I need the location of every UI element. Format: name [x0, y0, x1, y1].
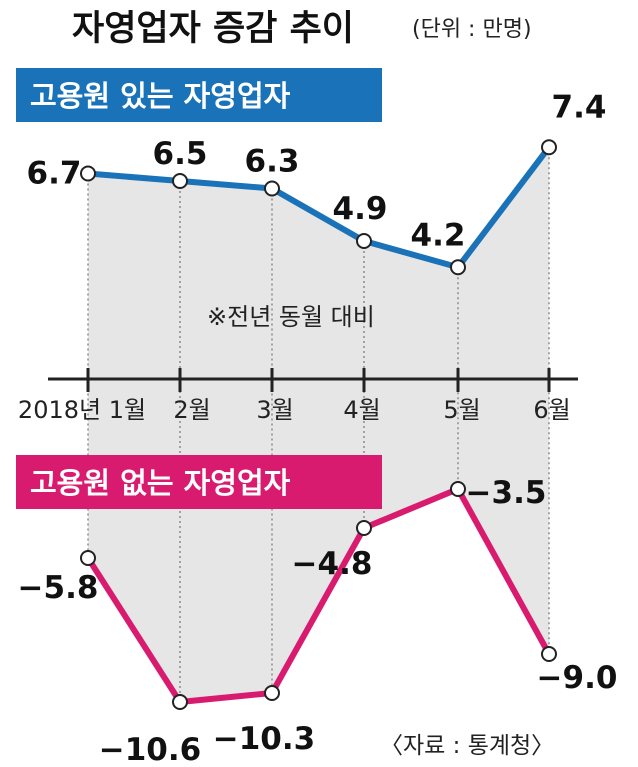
data-label-with-employees-3: 6.3 — [245, 144, 300, 180]
data-point-with-employees-1 — [80, 165, 96, 182]
data-label-with-employees-4: 4.9 — [333, 191, 388, 227]
data-point-without-employees-3 — [264, 685, 280, 701]
x-tick-label-1: 2018년 1월 — [18, 396, 146, 424]
x-tick-label-2: 2월 — [173, 396, 210, 424]
source-label: 〈자료 : 통계청〉 — [380, 733, 554, 759]
data-label-without-employees-2: −10.6 — [99, 732, 201, 767]
data-point-without-employees-5 — [450, 481, 466, 497]
series-point-layer — [80, 139, 557, 710]
x-tick-label-3: 3월 — [256, 396, 293, 424]
x-tick-label-6: 6월 — [533, 396, 570, 424]
legend-box-with-employees — [16, 68, 382, 122]
data-point-without-employees-4 — [356, 520, 372, 536]
data-point-with-employees-4 — [356, 233, 372, 249]
data-label-with-employees-1: 6.7 — [27, 156, 82, 192]
x-tick-layer: 2018년 1월 2월 3월 4월 5월 6월 — [18, 368, 571, 424]
data-label-without-employees-3: −10.3 — [213, 721, 315, 757]
x-tick-label-5: 5월 — [443, 396, 480, 424]
data-point-with-employees-5 — [450, 259, 466, 276]
legend-box-without-employees — [16, 455, 382, 509]
legend-label-with-employees: 고용원 있는 자영업자 — [30, 79, 291, 113]
difference-area — [88, 147, 549, 702]
data-label-with-employees-5: 4.2 — [411, 217, 466, 253]
data-label-without-employees-1: −5.8 — [18, 570, 99, 606]
difference-area-layer — [88, 147, 549, 702]
data-label-without-employees-6: −9.0 — [537, 660, 618, 696]
legend-label-without-employees: 고용원 없는 자영업자 — [30, 466, 291, 500]
series-line-without-employees — [85, 486, 552, 705]
data-point-without-employees-6 — [541, 646, 557, 662]
data-point-without-employees-1 — [80, 550, 96, 566]
data-point-with-employees-6 — [541, 139, 557, 156]
chart-title: 자영업자 증감 추이 — [72, 9, 354, 49]
data-label-with-employees-2: 6.5 — [153, 136, 208, 172]
data-label-with-employees-6: 7.4 — [552, 89, 607, 125]
data-point-without-employees-2 — [172, 694, 188, 710]
data-label-without-employees-4: −4.8 — [292, 546, 373, 582]
series-line-layer — [85, 145, 552, 705]
x-tick-label-4: 4월 — [343, 396, 380, 424]
unit-label: (단위 : 만명) — [412, 17, 532, 42]
data-point-with-employees-2 — [172, 173, 188, 189]
data-point-with-employees-3 — [264, 180, 280, 197]
series-line-with-employees — [87, 145, 552, 271]
data-label-without-employees-5: −3.5 — [466, 475, 547, 511]
data-label-layer: 6.7 6.5 6.3 4.9 4.2 7.4 −5.8 −10.6 −10.3 −4.8 −3.5… — [18, 89, 618, 767]
chart-note: ※전년 동월 대비 — [207, 303, 375, 331]
